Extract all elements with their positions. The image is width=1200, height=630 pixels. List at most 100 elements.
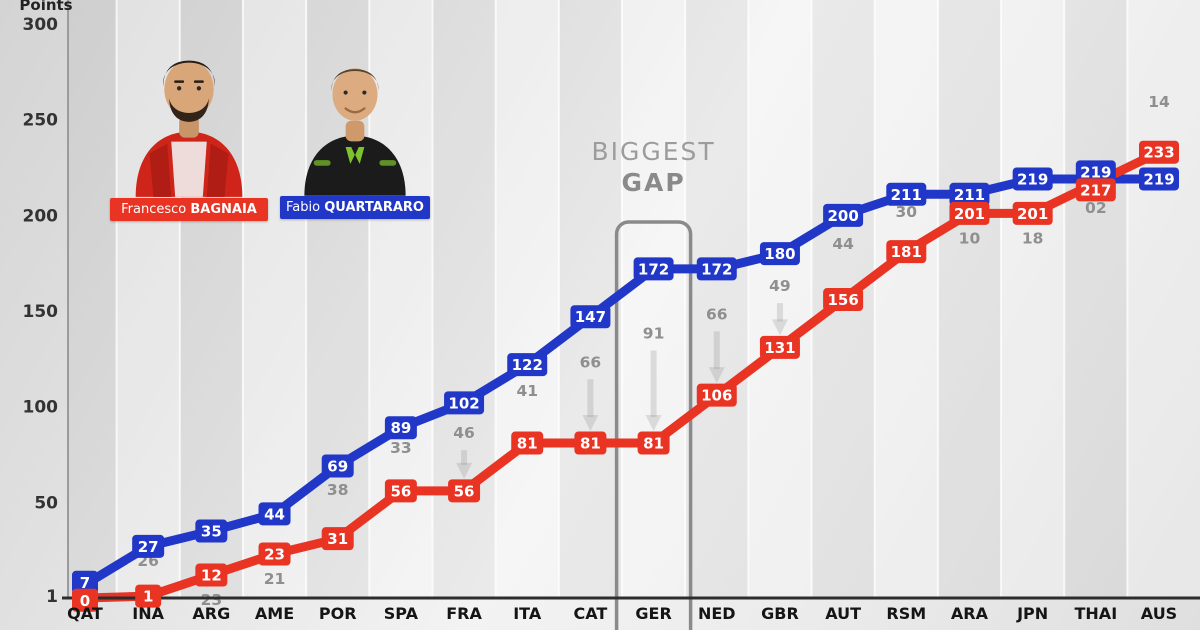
bagnaia-photo — [135, 60, 243, 197]
svg-text:181: 181 — [891, 243, 922, 261]
svg-text:41: 41 — [516, 382, 538, 400]
svg-text:100: 100 — [23, 398, 59, 418]
x-axis-labels: QAT INA ARG AME POR SPA FRA ITA CAT GER NED GBR AUT R… — [67, 604, 1177, 623]
svg-text:35: 35 — [201, 523, 222, 541]
svg-text:GER: GER — [635, 604, 671, 623]
svg-text:122: 122 — [512, 356, 543, 374]
svg-text:172: 172 — [638, 260, 669, 278]
svg-text:1: 1 — [46, 587, 58, 607]
biggest-gap-box — [614, 220, 693, 630]
svg-text:SPA: SPA — [384, 604, 419, 623]
svg-text:02: 02 — [1085, 199, 1107, 217]
svg-text:31: 31 — [327, 530, 348, 548]
quartararo-name-plate: Fabio QUARTARARO — [280, 196, 430, 219]
svg-text:CAT: CAT — [574, 604, 608, 623]
svg-text:AUS: AUS — [1141, 604, 1177, 623]
svg-text:219: 219 — [1143, 170, 1174, 188]
svg-text:7: 7 — [80, 574, 90, 592]
svg-text:50: 50 — [34, 493, 58, 513]
svg-text:38: 38 — [327, 481, 349, 499]
svg-text:ARA: ARA — [951, 604, 989, 623]
svg-text:BIGGEST: BIGGEST — [591, 137, 715, 166]
svg-text:91: 91 — [643, 325, 665, 343]
svg-text:89: 89 — [390, 419, 411, 437]
svg-text:180: 180 — [764, 245, 795, 263]
svg-text:0: 0 — [80, 592, 90, 610]
svg-text:66: 66 — [706, 305, 728, 323]
svg-text:23: 23 — [201, 591, 223, 609]
svg-text:106: 106 — [701, 387, 732, 405]
svg-text:RSM: RSM — [886, 604, 926, 623]
svg-text:27: 27 — [138, 538, 159, 556]
svg-text:200: 200 — [827, 207, 858, 225]
svg-text:147: 147 — [575, 308, 606, 326]
svg-text:14: 14 — [1148, 93, 1170, 111]
svg-text:49: 49 — [769, 277, 791, 295]
svg-text:44: 44 — [264, 505, 285, 523]
quartararo-first-name: Fabio — [286, 200, 321, 215]
svg-text:18: 18 — [1022, 229, 1044, 247]
svg-text:102: 102 — [448, 394, 479, 412]
svg-text:Points: Points — [19, 0, 72, 14]
svg-text:250: 250 — [23, 111, 59, 131]
bagnaia-name-plate: Francesco BAGNAIA — [110, 198, 268, 221]
svg-text:AUT: AUT — [825, 604, 861, 623]
svg-text:33: 33 — [390, 439, 412, 457]
svg-text:ARG: ARG — [192, 604, 230, 623]
svg-text:NED: NED — [698, 604, 736, 623]
rider-card-quartararo: Fabio QUARTARARO — [280, 36, 430, 219]
svg-text:66: 66 — [580, 353, 602, 371]
svg-text:219: 219 — [1080, 163, 1111, 181]
svg-text:81: 81 — [643, 435, 664, 453]
svg-text:81: 81 — [580, 435, 601, 453]
svg-text:1: 1 — [143, 588, 153, 606]
svg-text:201: 201 — [954, 205, 985, 223]
quartararo-last-name: QUARTARARO — [324, 200, 424, 215]
svg-text:211: 211 — [891, 186, 922, 204]
quartararo-photo — [304, 68, 406, 196]
column-separators — [115, 0, 1129, 598]
svg-text:156: 156 — [827, 291, 858, 309]
svg-text:200: 200 — [23, 206, 59, 226]
svg-text:46: 46 — [453, 424, 475, 442]
y-axis-title: Points — [19, 0, 72, 14]
svg-text:GBR: GBR — [761, 604, 799, 623]
bagnaia-last-name: BAGNAIA — [190, 202, 257, 217]
svg-text:12: 12 — [201, 567, 222, 585]
svg-text:21: 21 — [264, 570, 286, 588]
svg-text:44: 44 — [832, 235, 854, 253]
rider-card-bagnaia: Francesco BAGNAIA — [110, 26, 268, 221]
y-axis-labels: 300 250 200 150 100 50 1 — [23, 15, 59, 607]
svg-text:56: 56 — [454, 482, 475, 500]
svg-text:INA: INA — [132, 604, 164, 623]
bagnaia-first-name: Francesco — [121, 202, 187, 217]
svg-text:217: 217 — [1080, 181, 1111, 199]
svg-text:211: 211 — [954, 186, 985, 204]
svg-text:219: 219 — [1017, 170, 1048, 188]
svg-text:131: 131 — [764, 339, 795, 357]
svg-text:300: 300 — [23, 15, 59, 35]
svg-text:56: 56 — [390, 482, 411, 500]
svg-text:JPN: JPN — [1016, 604, 1048, 623]
svg-text:30: 30 — [896, 203, 918, 221]
svg-text:23: 23 — [264, 545, 285, 563]
svg-text:ITA: ITA — [513, 604, 542, 623]
svg-text:FRA: FRA — [446, 604, 482, 623]
svg-text:10: 10 — [959, 229, 981, 247]
svg-text:GAP: GAP — [621, 168, 685, 197]
svg-text:172: 172 — [701, 260, 732, 278]
svg-text:233: 233 — [1143, 144, 1174, 162]
svg-text:THAI: THAI — [1075, 604, 1118, 623]
svg-text:150: 150 — [23, 302, 59, 322]
svg-text:201: 201 — [1017, 205, 1048, 223]
svg-text:81: 81 — [517, 435, 538, 453]
svg-text:QAT: QAT — [67, 604, 103, 623]
svg-text:POR: POR — [319, 604, 357, 623]
svg-text:AME: AME — [255, 604, 294, 623]
svg-text:69: 69 — [327, 457, 348, 475]
